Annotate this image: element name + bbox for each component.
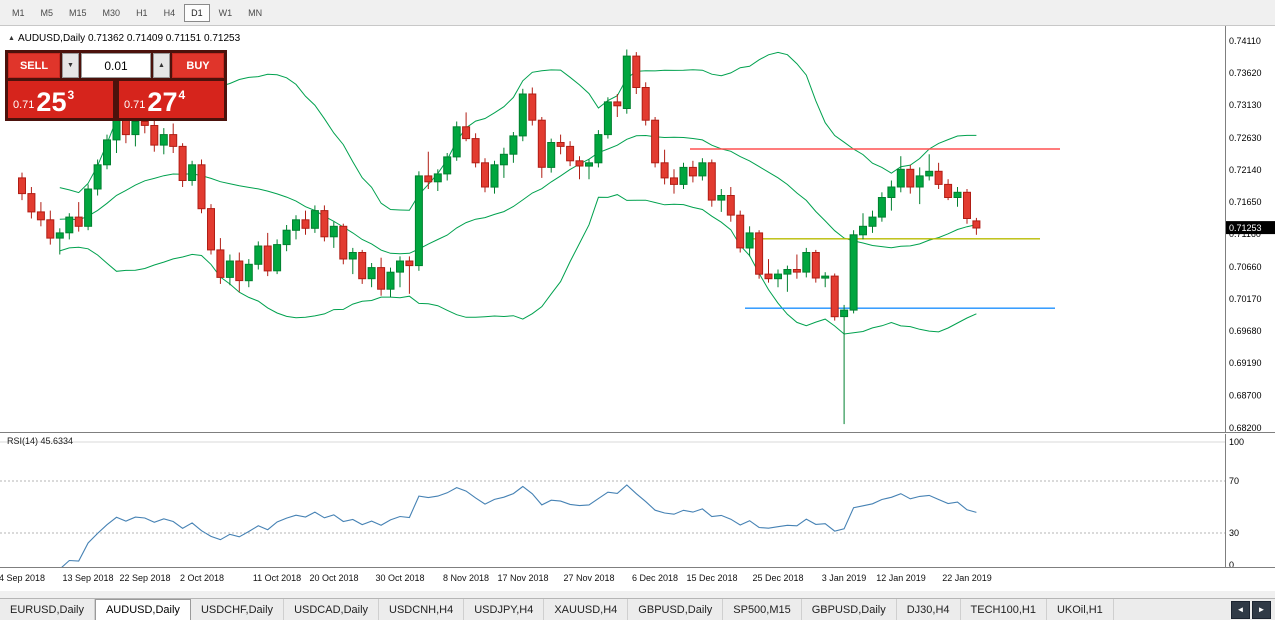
date-label: 12 Jan 2019 <box>876 573 926 583</box>
timeframe-button-m5[interactable]: M5 <box>40 7 54 18</box>
chart-title: ▲ AUDUSD,Daily 0.71362 0.71409 0.71151 0.… <box>8 33 240 44</box>
volume-input[interactable]: 0.01 <box>81 53 151 78</box>
timeframe-button-mn[interactable]: MN <box>248 7 263 18</box>
svg-text:70: 70 <box>1229 476 1239 486</box>
time-axis[interactable]: 4 Sep 2018 13 Sep 2018 22 Sep 2018 2 Oct 20… <box>0 567 1275 591</box>
svg-text:0.71160: 0.71160 <box>1229 229 1261 239</box>
date-label: 22 Sep 2018 <box>119 573 171 583</box>
ask-pips: 27 <box>147 87 178 118</box>
svg-text:0.70170: 0.70170 <box>1229 294 1262 304</box>
date-label: 3 Jan 2019 <box>821 573 867 583</box>
price-chart-panel[interactable]: 0.74110 0.73620 0.73130 0.72630 0.72140 0.716… <box>0 26 1275 433</box>
tab-scroll-right-button[interactable]: ► <box>1252 600 1271 619</box>
date-label: 11 Oct 2018 <box>252 573 302 583</box>
volume-dropdown-button[interactable]: ▼ <box>62 53 79 78</box>
date-label: 13 Sep 2018 <box>62 573 114 583</box>
tab-dj30-h4[interactable]: DJ30,H4 <box>897 599 961 620</box>
ask-prefix: 0.71 <box>124 99 146 111</box>
rsi-indicator-label: RSI(14) 45.6334 <box>7 436 74 446</box>
date-label: 25 Dec 2018 <box>752 573 804 583</box>
timeframe-toolbar: M1 M5 M15 M30 H1 H4 D1 W1 MN <box>0 0 1275 26</box>
date-label: 15 Dec 2018 <box>686 573 738 583</box>
tab-tech100-h1[interactable]: TECH100,H1 <box>961 599 1047 620</box>
date-label: 2 Oct 2018 <box>179 573 225 583</box>
sell-button[interactable]: SELL <box>8 53 60 78</box>
tab-xauusd-h4[interactable]: XAUUSD,H4 <box>544 599 629 620</box>
date-label: 20 Oct 2018 <box>309 573 359 583</box>
tab-scroll-controls: ◄ ► <box>1231 599 1275 620</box>
svg-text:0.74110: 0.74110 <box>1229 36 1261 46</box>
date-label: 22 Jan 2019 <box>942 573 992 583</box>
bid-point: 3 <box>67 88 75 102</box>
svg-text:0: 0 <box>1229 560 1234 568</box>
svg-text:0.68700: 0.68700 <box>1229 390 1262 400</box>
chart-tab-bar: EURUSD,Daily AUDUSD,Daily USDCHF,Daily USDC… <box>0 598 1275 620</box>
symbol-icon: ▲ <box>8 35 15 42</box>
rsi-line <box>31 484 977 573</box>
volume-spinner-button[interactable]: ▲ <box>153 53 170 78</box>
date-label: 27 Nov 2018 <box>563 573 615 583</box>
ask-point: 4 <box>178 88 186 102</box>
timeframe-button-d1[interactable]: D1 <box>184 3 210 22</box>
timeframe-button-m30[interactable]: M30 <box>102 7 121 18</box>
buy-price-display[interactable]: 0.71 27 4 <box>119 81 224 118</box>
timeframe-button-m1[interactable]: M1 <box>12 7 25 18</box>
price-axis-labels[interactable]: 0.74110 0.73620 0.73130 0.72630 0.72140 0.716… <box>1229 36 1262 433</box>
bid-pips: 25 <box>36 87 67 118</box>
timeframe-button-m15[interactable]: M15 <box>69 7 87 18</box>
tab-usdjpy-h4[interactable]: USDJPY,H4 <box>464 599 545 620</box>
chart-ohlc-values: 0.71362 0.71409 0.71151 0.71253 <box>87 33 241 44</box>
timeframe-button-h1[interactable]: H1 <box>136 7 148 18</box>
svg-text:0.73130: 0.73130 <box>1229 100 1262 110</box>
tab-usdcad-daily[interactable]: USDCAD,Daily <box>284 599 380 620</box>
date-label: 30 Oct 2018 <box>375 573 425 583</box>
chart-symbol-label: AUDUSD,Daily <box>17 33 86 44</box>
chart-window: 0.74110 0.73620 0.73130 0.72630 0.72140 0.716… <box>0 26 1275 591</box>
svg-text:100: 100 <box>1229 437 1244 447</box>
svg-text:0.71650: 0.71650 <box>1229 197 1262 207</box>
svg-text:0.69190: 0.69190 <box>1229 358 1262 368</box>
svg-text:0.70660: 0.70660 <box>1229 262 1262 272</box>
candlestick-chart[interactable]: 0.74110 0.73620 0.73130 0.72630 0.72140 0.716… <box>0 26 1275 437</box>
tab-usdchf-daily[interactable]: USDCHF,Daily <box>191 599 285 620</box>
tab-usdcnh-h4[interactable]: USDCNH,H4 <box>379 599 465 620</box>
date-label: 6 Dec 2018 <box>631 573 679 583</box>
timeframe-button-w1[interactable]: W1 <box>218 7 233 18</box>
date-label: 8 Nov 2018 <box>442 573 490 583</box>
tab-gbpusd-daily[interactable]: GBPUSD,Daily <box>802 599 897 620</box>
tab-ukoil-h1[interactable]: UKOil,H1 <box>1047 599 1114 620</box>
arrow-right-icon: ► <box>1257 605 1266 614</box>
candles-layer <box>18 49 981 425</box>
chevron-down-icon: ▼ <box>67 62 74 69</box>
arrow-left-icon: ◄ <box>1236 605 1245 614</box>
svg-text:0.69680: 0.69680 <box>1229 326 1262 336</box>
sell-price-display[interactable]: 0.71 25 3 <box>8 81 113 118</box>
bid-prefix: 0.71 <box>13 99 35 111</box>
svg-text:0.72630: 0.72630 <box>1229 133 1262 143</box>
date-label: 17 Nov 2018 <box>497 573 549 583</box>
timeframe-button-h4[interactable]: H4 <box>163 7 176 18</box>
current-price-badge: 0.71253 <box>1226 221 1275 235</box>
svg-text:0.71253: 0.71253 <box>1229 223 1262 233</box>
horizontal-lines[interactable] <box>690 148 1060 309</box>
rsi-panel[interactable]: 100 70 30 0 RSI(14) 45.6334 <box>0 432 1275 573</box>
tab-scroll-left-button[interactable]: ◄ <box>1231 600 1250 619</box>
svg-text:0.72140: 0.72140 <box>1229 165 1262 175</box>
buy-button[interactable]: BUY <box>172 53 224 78</box>
tab-audusd-daily[interactable]: AUDUSD,Daily <box>94 599 191 620</box>
svg-text:0.68200: 0.68200 <box>1229 423 1262 432</box>
rsi-chart[interactable]: 100 70 30 0 <box>0 434 1275 573</box>
chevron-up-icon: ▲ <box>158 62 165 69</box>
tab-gbpusd-daily[interactable]: GBPUSD,Daily <box>628 599 724 620</box>
tab-sp500-m15[interactable]: SP500,M15 <box>723 599 802 620</box>
svg-text:30: 30 <box>1229 528 1239 538</box>
tab-eurusd-daily[interactable]: EURUSD,Daily <box>0 599 95 620</box>
svg-text:0.73620: 0.73620 <box>1229 68 1262 78</box>
date-label: 4 Sep 2018 <box>0 573 46 583</box>
one-click-trading-panel: SELL ▼ 0.01 ▲ BUY 0.71 25 3 0.71 27 <box>5 50 227 121</box>
